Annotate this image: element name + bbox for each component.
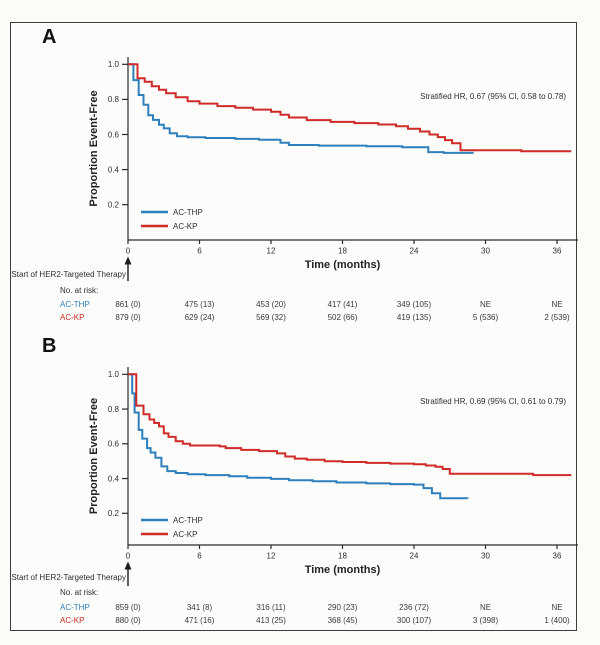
x-axis-title-a: Time (months) xyxy=(305,259,381,271)
x-tick-label-a: 0 xyxy=(126,247,131,256)
y-tick-label-b: 0.8 xyxy=(108,405,120,414)
y-tick-label-a: 1.0 xyxy=(108,60,120,69)
start-of-therapy-label-b: Start of HER2-Targeted Therapy xyxy=(11,573,126,582)
start-arrow-head-a xyxy=(124,256,132,265)
legend-label-ac-kp-b: AC-KP xyxy=(173,530,197,539)
stratified-hr-annotation-a: Stratified HR, 0.67 (95% CI, 0.58 to 0.7… xyxy=(420,92,566,101)
x-tick-label-b: 24 xyxy=(410,552,419,561)
x-tick-label-a: 18 xyxy=(338,247,347,256)
panel-a-letter: A xyxy=(42,26,57,48)
x-tick-label-b: 36 xyxy=(553,552,562,561)
y-tick-label-a: 0.4 xyxy=(108,165,120,174)
legend-label-ac-kp-a: AC-KP xyxy=(173,222,197,231)
y-axis-title-a: Proportion Event-Free xyxy=(88,90,100,206)
x-tick-label-b: 18 xyxy=(338,552,347,561)
risk-table-header-b: No. at risk: xyxy=(60,588,99,597)
figure-border xyxy=(10,22,577,631)
y-tick-label-b: 0.4 xyxy=(108,474,120,483)
x-tick-label-a: 24 xyxy=(410,247,419,256)
y-axis-title-b: Proportion Event-Free xyxy=(88,398,100,514)
x-tick-label-b: 30 xyxy=(481,552,490,561)
x-tick-label-b: 0 xyxy=(126,552,131,561)
x-axis-title-b: Time (months) xyxy=(305,564,381,576)
start-of-therapy-label-a: Start of HER2-Targeted Therapy xyxy=(11,270,126,279)
x-tick-label-a: 12 xyxy=(267,247,276,256)
y-tick-label-a: 0.8 xyxy=(108,95,120,104)
x-tick-label-a: 30 xyxy=(481,247,490,256)
y-tick-label-a: 0.2 xyxy=(108,201,120,210)
y-tick-label-b: 0.6 xyxy=(108,440,120,449)
x-tick-label-a: 36 xyxy=(553,247,562,256)
y-tick-label-b: 0.2 xyxy=(108,509,120,518)
x-tick-label-b: 6 xyxy=(197,552,202,561)
x-tick-label-a: 6 xyxy=(197,247,202,256)
km-curve-ac-kp-b xyxy=(128,373,572,477)
x-tick-label-b: 12 xyxy=(267,552,276,561)
risk-table-header-a: No. at risk: xyxy=(60,286,99,295)
km-curve-ac-kp-a xyxy=(128,63,572,153)
km-curve-ac-thp-a xyxy=(128,63,474,154)
km-curve-ac-thp-b xyxy=(128,373,469,500)
panel-b-letter: B xyxy=(42,335,57,357)
legend-label-ac-thp-b: AC-THP xyxy=(173,516,203,525)
y-tick-label-a: 0.6 xyxy=(108,130,120,139)
legend-label-ac-thp-a: AC-THP xyxy=(173,208,203,217)
start-arrow-head-b xyxy=(124,561,132,570)
y-tick-label-b: 1.0 xyxy=(108,370,120,379)
stratified-hr-annotation-b: Stratified HR, 0.69 (95% CI, 0.61 to 0.7… xyxy=(420,397,566,406)
